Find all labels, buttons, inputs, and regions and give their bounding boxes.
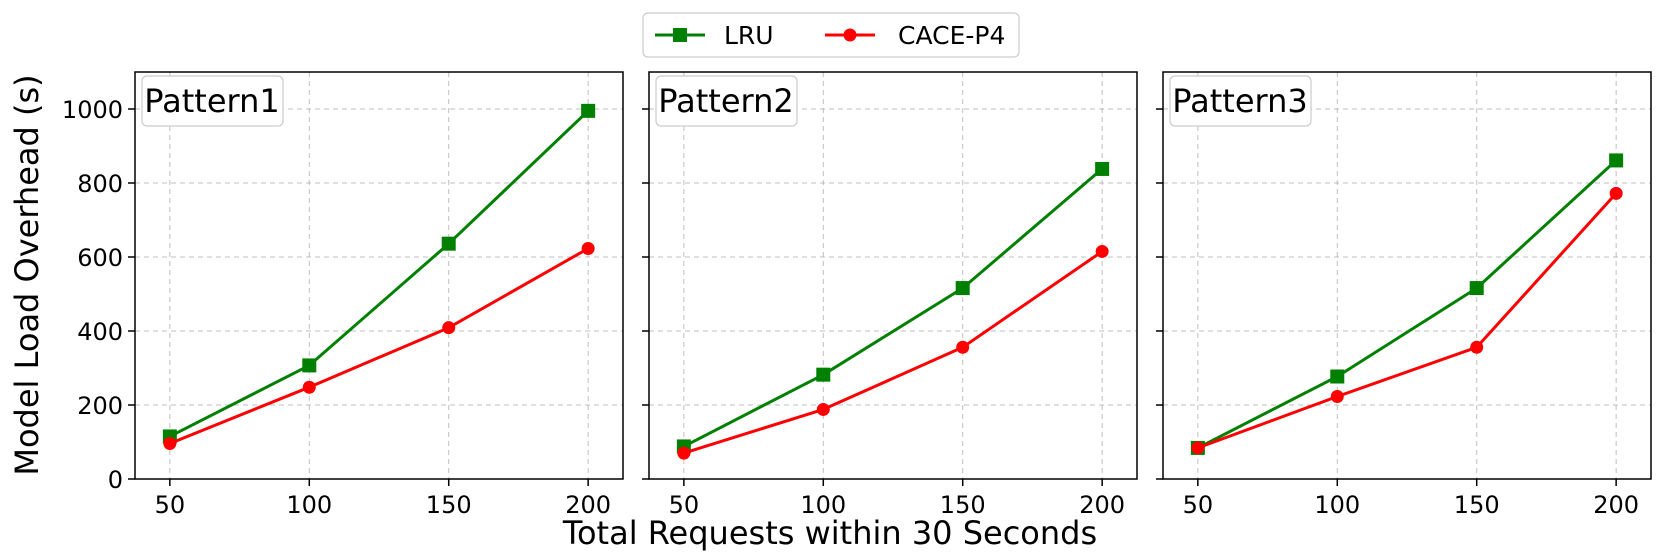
y-tick-label-0: 0	[108, 466, 123, 494]
panel-pattern2: 50 100 150 200 Pattern2	[642, 71, 1138, 519]
pattern2-x-tick-label-200: 200	[1079, 491, 1125, 519]
pattern3-point-cace-p4-50	[1191, 441, 1205, 455]
pattern2-plot-frame	[648, 71, 1138, 480]
panel-title-pattern3: Pattern3	[1172, 82, 1307, 120]
y-tick-label-1000: 1000	[62, 96, 123, 124]
pattern1-x-tick-label-150: 150	[426, 491, 472, 519]
pattern1-point-cace-p4-150	[442, 321, 456, 335]
pattern2-point-cace-p4-150	[956, 340, 970, 354]
pattern1-point-cace-p4-200	[581, 241, 595, 255]
pattern3-x-tick-label-200: 200	[1593, 491, 1639, 519]
pattern3-point-lru-150	[1469, 281, 1484, 296]
pattern3-x-tick-label-150: 150	[1454, 491, 1500, 519]
pattern1-point-cace-p4-50	[163, 436, 177, 450]
panel-title-pattern2: Pattern2	[658, 82, 793, 120]
pattern2-point-cace-p4-200	[1095, 244, 1109, 258]
pattern1-x-tick-label-100: 100	[286, 491, 332, 519]
y-tick-label-600: 600	[77, 244, 123, 272]
pattern2-title-box	[655, 75, 798, 127]
pattern2-x-tick-label-50: 50	[669, 491, 700, 519]
pattern3-x-tick-label-50: 50	[1183, 491, 1214, 519]
pattern1-plot-frame	[134, 71, 624, 480]
pattern2-series-line-lru	[683, 167, 1104, 448]
panel-pattern1: 0 200 400 600 800 1000 50 100 150 200 Pattern1	[62, 71, 624, 519]
panel-pattern3: 50 100 150 200 Pattern3	[1156, 71, 1652, 519]
pattern2-point-cace-p4-100	[816, 402, 830, 416]
pattern3-point-lru-200	[1609, 153, 1624, 168]
y-tick-label-800: 800	[77, 170, 123, 198]
pattern2-point-lru-200	[1095, 161, 1110, 176]
pattern1-point-lru-200	[581, 103, 596, 118]
legend: LRU CACE-P4	[642, 12, 1020, 58]
pattern2-x-tick-label-100: 100	[800, 491, 846, 519]
pattern1-series-line-cace-p4	[169, 247, 589, 445]
legend-label-lru: LRU	[724, 21, 774, 50]
y-tick-label-400: 400	[77, 318, 123, 346]
pattern3-series-line-lru	[1197, 159, 1618, 450]
pattern2-point-cace-p4-50	[677, 446, 691, 460]
pattern3-title-box	[1169, 75, 1312, 127]
pattern1-point-lru-100	[302, 358, 317, 373]
pattern2-point-lru-150	[955, 281, 970, 296]
pattern3-point-lru-100	[1330, 369, 1345, 384]
x-axis-title: Total Requests within 30 Seconds	[562, 514, 1097, 552]
pattern2-x-tick-label-150: 150	[940, 491, 986, 519]
panels: 0 200 400 600 800 1000 50 100 150 200 Pattern1 50 10…	[62, 71, 1652, 519]
pattern1-series-line-lru	[169, 109, 590, 438]
legend-marker-cace-p4	[843, 28, 857, 42]
pattern3-plot-frame	[1162, 71, 1652, 480]
pattern3-point-cace-p4-100	[1330, 389, 1344, 403]
y-tick-label-200: 200	[77, 392, 123, 420]
pattern1-point-lru-150	[441, 236, 456, 251]
panel-title-pattern1: Pattern1	[144, 82, 279, 120]
pattern3-x-tick-label-100: 100	[1314, 491, 1360, 519]
pattern3-point-cace-p4-150	[1470, 340, 1484, 354]
pattern1-point-cace-p4-100	[302, 380, 316, 394]
pattern2-series-line-cace-p4	[683, 250, 1103, 455]
pattern3-point-cace-p4-200	[1609, 186, 1623, 200]
pattern1-x-tick-label-200: 200	[565, 491, 611, 519]
pattern1-x-tick-label-50: 50	[155, 491, 186, 519]
pattern2-point-lru-100	[816, 367, 831, 382]
pattern3-series-line-cace-p4	[1197, 192, 1618, 450]
pattern1-title-box	[141, 75, 284, 127]
legend-label-cace-p4: CACE-P4	[898, 21, 1005, 50]
legend-marker-lru	[673, 28, 687, 42]
y-axis-title: Model Load Overhead (s)	[8, 74, 46, 475]
